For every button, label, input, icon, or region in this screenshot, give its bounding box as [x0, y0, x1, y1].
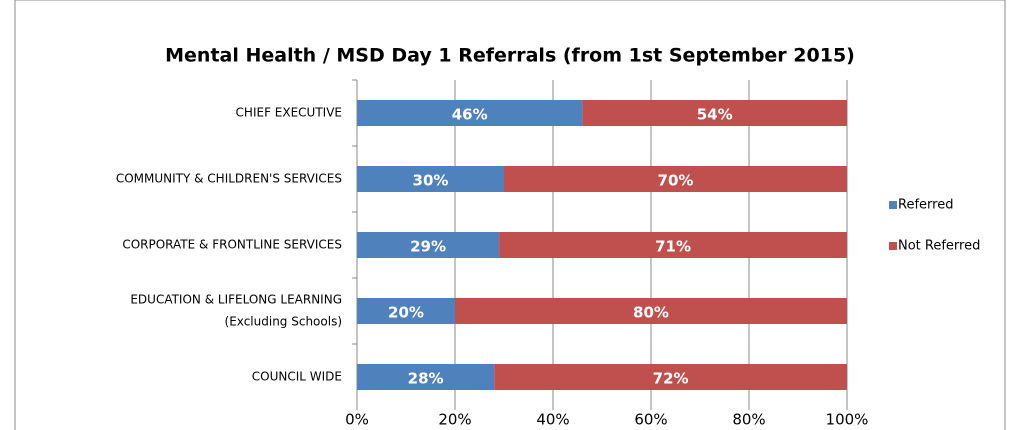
- x-tick-label: 0%: [345, 411, 369, 429]
- bar-segment: [499, 232, 847, 258]
- data-label: 46%: [452, 106, 488, 124]
- data-label: 30%: [413, 172, 449, 190]
- bar-segment: [504, 166, 847, 192]
- x-tick-label: 100%: [826, 411, 869, 429]
- data-label: 29%: [410, 238, 446, 256]
- data-label: 20%: [388, 304, 424, 322]
- legend-swatch: [889, 242, 897, 250]
- legend-label: Referred: [898, 198, 953, 213]
- data-label: 80%: [633, 304, 669, 322]
- y-tick-label: COMMUNITY & CHILDREN'S SERVICES: [116, 172, 342, 186]
- y-tick-label: CORPORATE & FRONTLINE SERVICES: [122, 238, 342, 252]
- legend-swatch: [889, 201, 897, 209]
- y-tick-label: EDUCATION & LIFELONG LEARNING: [130, 293, 342, 307]
- bar-segment: [455, 298, 847, 324]
- y-tick-label: CHIEF EXECUTIVE: [236, 106, 342, 120]
- chart-title: Mental Health / MSD Day 1 Referrals (fro…: [165, 45, 855, 67]
- data-label: 28%: [408, 370, 444, 388]
- bar-segment: [357, 232, 500, 258]
- y-tick-label: COUNCIL WIDE: [252, 370, 342, 384]
- bar-segment: [357, 166, 504, 192]
- data-label: 71%: [655, 238, 691, 256]
- data-label: 54%: [697, 106, 733, 124]
- x-tick-label: 80%: [732, 411, 765, 429]
- x-tick-label: 20%: [438, 411, 471, 429]
- bar-segment: [582, 100, 847, 126]
- data-label: 70%: [658, 172, 694, 190]
- y-tick-label: (Excluding Schools): [225, 315, 342, 329]
- x-tick-label: 40%: [536, 411, 569, 429]
- bar-segment: [357, 298, 455, 324]
- chart-frame: [14, 0, 1006, 430]
- data-label: 72%: [653, 370, 689, 388]
- legend-label: Not Referred: [898, 239, 980, 254]
- bar-segment: [357, 100, 583, 126]
- bar-segment: [357, 364, 495, 390]
- x-tick-label: 60%: [634, 411, 667, 429]
- bar-segment: [494, 364, 847, 390]
